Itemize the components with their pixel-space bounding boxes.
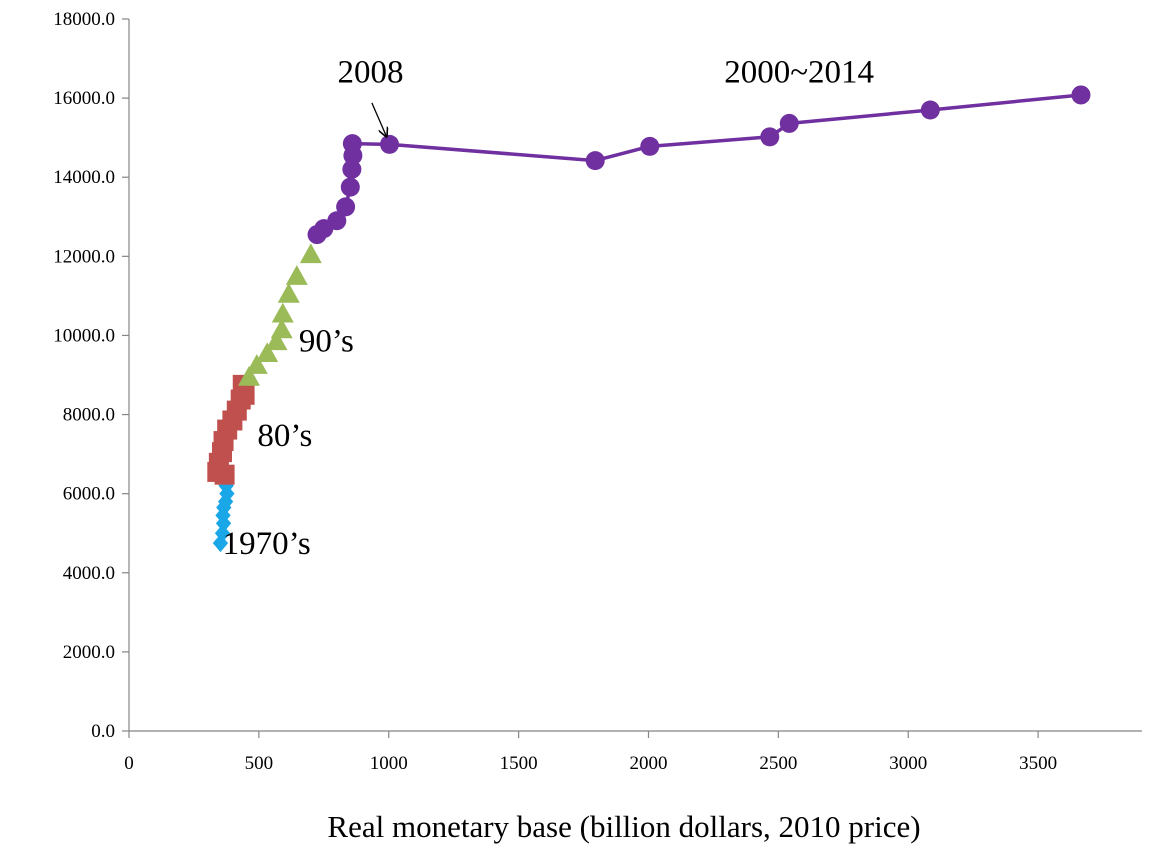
series-1: [207, 374, 255, 485]
x-tick-label: 1000: [370, 753, 408, 774]
data-point: [277, 282, 300, 303]
y-tick-label: 2000.0: [63, 642, 115, 663]
data-point: [585, 151, 605, 171]
y-tick-label: 16000.0: [53, 88, 115, 109]
data-point: [779, 113, 799, 133]
data-point: [271, 302, 294, 323]
annotation-label: 80’s: [257, 418, 312, 454]
y-tick-label: 8000.0: [63, 405, 115, 426]
series-line: [315, 93, 1082, 236]
data-point: [245, 354, 268, 374]
x-tick-label: 1500: [500, 753, 538, 774]
data-point: [327, 211, 347, 231]
annotation-label: 90’s: [299, 323, 354, 359]
axes: 0.0 2000.0 4000.0 6000.0 8000.0 10000.0 12000.…: [53, 9, 1142, 774]
x-tick-label: 2000: [629, 753, 667, 774]
annotation-label: 1970’s: [223, 526, 311, 562]
y-tick-label: 10000.0: [53, 325, 115, 346]
data-point: [265, 330, 288, 351]
annotation-label: 2000~2014: [724, 54, 874, 90]
y-tick-label: 4000.0: [63, 563, 115, 584]
annotation-label: 2008: [338, 54, 404, 90]
data-point: [285, 265, 308, 285]
data-point: [299, 243, 322, 264]
data-point: [214, 524, 231, 543]
data-point: [238, 365, 261, 386]
x-tick-label: 500: [245, 753, 274, 774]
data-point: [270, 318, 293, 339]
data-point: [380, 134, 400, 154]
plot-area: [207, 85, 1091, 553]
y-tick-label: 14000.0: [53, 167, 115, 188]
data-point: [342, 134, 362, 154]
series-2: [238, 243, 322, 386]
data-point: [340, 177, 360, 197]
data-point: [1071, 85, 1091, 105]
x-axis-title: Real monetary base (billion dollars, 201…: [327, 809, 920, 844]
series-3: [307, 85, 1091, 245]
x-tick-label: 3500: [1019, 753, 1057, 774]
data-point: [256, 342, 279, 363]
y-tick-label: 12000.0: [53, 246, 115, 267]
data-point: [640, 136, 660, 156]
data-point: [336, 197, 356, 217]
data-point: [760, 127, 780, 147]
x-tick-label: 2500: [759, 753, 797, 774]
data-point: [920, 100, 940, 120]
y-tick-label: 18000.0: [53, 9, 115, 30]
annotations: 2008 2000~2014 90’s 80’s 1970’s: [223, 54, 874, 562]
y-tick-label: 6000.0: [63, 484, 115, 505]
annotation-arrow: [371, 102, 386, 136]
x-tick-label: 0: [124, 753, 134, 774]
data-point: [342, 159, 362, 179]
x-tick-label: 3000: [889, 753, 927, 774]
y-tick-label: 0.0: [91, 721, 115, 742]
